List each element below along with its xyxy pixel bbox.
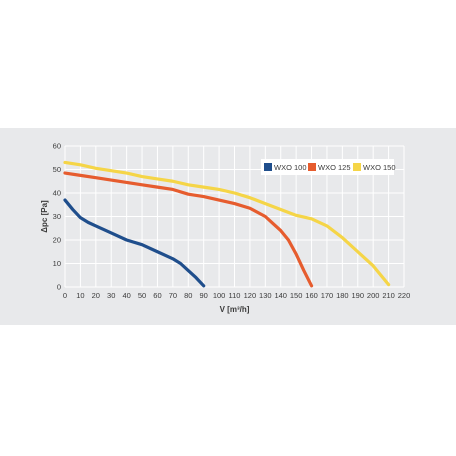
x-tick-label: 110 — [229, 291, 241, 300]
x-tick-label: 90 — [200, 291, 208, 300]
y-tick-label: 50 — [53, 165, 61, 174]
x-tick-label: 70 — [169, 291, 177, 300]
legend-swatch — [308, 163, 316, 171]
x-tick-label: 20 — [92, 291, 100, 300]
legend-label: WXO 125 — [318, 163, 351, 172]
x-tick-label: 190 — [352, 291, 365, 300]
x-tick-label: 0 — [63, 291, 67, 300]
x-tick-label: 140 — [274, 291, 287, 300]
x-tick-label: 60 — [153, 291, 161, 300]
x-tick-label: 170 — [321, 291, 334, 300]
x-tick-label: 80 — [184, 291, 192, 300]
y-tick-label: 40 — [53, 189, 61, 198]
x-tick-label: 120 — [244, 291, 257, 300]
y-tick-label: 30 — [53, 212, 61, 221]
series-line-wxo-100 — [63, 198, 206, 288]
x-tick-label: 130 — [259, 291, 272, 300]
x-tick-label: 220 — [398, 291, 411, 300]
x-tick-label: 40 — [122, 291, 130, 300]
legend-swatch — [353, 163, 361, 171]
chart: 0 10 20 30 40 50 60 70 80 90 100 110 120 130 140 150 160… — [40, 142, 411, 315]
series-line-wxo-150 — [63, 160, 391, 287]
x-tick-label: 10 — [76, 291, 84, 300]
legend-label: WXO 100 — [274, 163, 307, 172]
x-tick-label: 50 — [138, 291, 146, 300]
y-tick-label: 10 — [53, 259, 61, 268]
y-tick-label: 20 — [53, 236, 61, 245]
y-axis-label: Δpc [Pa] — [40, 200, 49, 233]
y-tick-label: 0 — [57, 283, 61, 292]
legend: WXO 100 WXO 125 WXO 150 — [261, 159, 396, 175]
y-tick-label: 60 — [53, 142, 61, 151]
x-tick-label: 150 — [290, 291, 303, 300]
x-tick-label: 160 — [305, 291, 318, 300]
x-tick-label: 100 — [213, 291, 226, 300]
x-tick-label: 200 — [367, 291, 380, 300]
x-tick-label: 180 — [336, 291, 349, 300]
x-tick-label: 30 — [107, 291, 115, 300]
chart-panel: 0 10 20 30 40 50 60 70 80 90 100 110 120 130 140 150 160… — [0, 128, 456, 325]
tick-labels: 0 10 20 30 40 50 60 70 80 90 100 110 120 130 140 150 160… — [53, 142, 411, 301]
legend-label: WXO 150 — [363, 163, 396, 172]
x-axis-label: V [m³/h] — [220, 305, 250, 314]
legend-swatch — [264, 163, 272, 171]
series-line-wxo-125 — [63, 171, 314, 288]
series-group — [63, 160, 391, 288]
x-tick-label: 210 — [382, 291, 395, 300]
